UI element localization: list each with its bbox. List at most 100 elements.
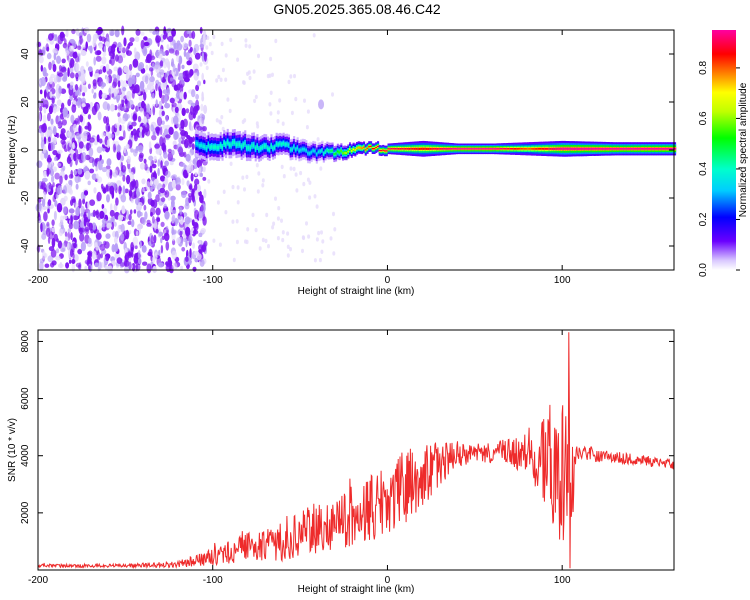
noise-speckle [206, 35, 210, 40]
signal-cell [590, 147, 593, 150]
noise-speckle [112, 81, 117, 89]
signal-cell [453, 148, 456, 150]
noise-speckle [122, 86, 127, 92]
noise-speckle [196, 70, 200, 77]
noise-speckle [120, 233, 125, 241]
noise-speckle [156, 116, 163, 127]
signal-cell [420, 147, 423, 150]
noise-speckle [108, 87, 112, 94]
signal-cell [261, 145, 264, 149]
noise-speckle [188, 195, 192, 204]
noise-speckle [231, 184, 235, 190]
noise-speckle [53, 125, 57, 136]
noise-speckle [128, 63, 133, 71]
noise-speckle [313, 194, 317, 199]
noise-speckle [52, 150, 58, 156]
noise-speckle [191, 89, 196, 98]
signal-cell [272, 146, 275, 150]
noise-speckle [189, 69, 194, 76]
noise-speckle [333, 227, 337, 232]
signal-cell [342, 152, 345, 155]
noise-speckle [152, 105, 156, 116]
noise-speckle [119, 79, 124, 87]
noise-speckle [49, 142, 56, 151]
noise-speckle [125, 229, 130, 240]
signal-cell [280, 142, 283, 146]
colorbar-tick-label: 0.4 [698, 162, 709, 176]
noise-speckle [101, 56, 107, 65]
signal-cell [380, 149, 383, 152]
signal-cell [434, 147, 437, 150]
noise-speckle [80, 81, 84, 92]
signal-cell [404, 147, 407, 150]
noise-speckle [81, 151, 87, 162]
signal-cell [651, 147, 654, 150]
noise-speckle [117, 80, 121, 88]
signal-cell [359, 147, 362, 149]
signal-cell [371, 148, 374, 150]
noise-speckle [111, 216, 115, 221]
y-tick-label: -40 [20, 238, 31, 253]
noise-speckle [167, 35, 174, 43]
signal-cell [663, 147, 666, 150]
noise-speckle [224, 53, 228, 58]
noise-speckle [274, 196, 277, 201]
noise-speckle [198, 210, 203, 219]
noise-speckle [129, 171, 135, 182]
noise-speckle [79, 35, 83, 45]
noise-speckle [84, 226, 89, 232]
noise-speckle [77, 248, 83, 255]
noise-speckle [178, 55, 183, 65]
signal-cell [300, 148, 303, 152]
signal-cell [340, 149, 343, 152]
noise-speckle [70, 169, 73, 179]
noise-speckle [40, 222, 43, 233]
noise-speckle [120, 194, 127, 203]
noise-speckle [177, 215, 182, 221]
noise-speckle [306, 109, 310, 114]
noise-speckle [158, 88, 163, 99]
noise-speckle [184, 70, 188, 77]
noise-speckle [290, 110, 294, 116]
noise-speckle [133, 47, 137, 55]
noise-speckle [183, 77, 190, 83]
signal-cell [443, 147, 446, 150]
noise-speckle [146, 263, 152, 274]
noise-speckle [108, 59, 112, 65]
noise-speckle [162, 183, 166, 189]
noise-speckle [170, 77, 174, 82]
noise-speckle [198, 240, 202, 245]
noise-speckle [126, 50, 132, 56]
noise-speckle [148, 141, 152, 150]
noise-speckle [175, 184, 181, 191]
signal-cell [195, 141, 198, 146]
noise-speckle [162, 60, 168, 69]
signal-cell [628, 147, 631, 150]
signal-cell [259, 146, 262, 151]
noise-speckle [171, 61, 174, 67]
noise-speckle [87, 210, 91, 220]
noise-speckle [165, 134, 171, 139]
noise-speckle [105, 76, 110, 84]
noise-speckle [46, 221, 50, 227]
snr-panel: -200 -100 0 100 2000 4000 6000 8000 Height of s… [7, 329, 675, 595]
noise-speckle [127, 43, 131, 49]
noise-speckle [58, 222, 62, 227]
noise-speckle [150, 124, 154, 132]
noise-speckle [191, 30, 196, 40]
noise-speckle [232, 257, 236, 263]
signal-cell [593, 147, 596, 150]
noise-speckle [143, 49, 147, 55]
signal-cell [204, 145, 207, 149]
signal-cell [254, 147, 257, 151]
signal-cell [401, 147, 404, 150]
signal-cell [279, 142, 282, 146]
noise-speckle [133, 132, 139, 142]
signal-cell [556, 147, 559, 150]
noise-speckle [39, 258, 45, 264]
signal-cell [605, 147, 608, 150]
signal-cell [235, 143, 238, 147]
noise-speckle [312, 33, 316, 38]
signal-cell [572, 147, 575, 150]
signal-cell [445, 148, 448, 150]
